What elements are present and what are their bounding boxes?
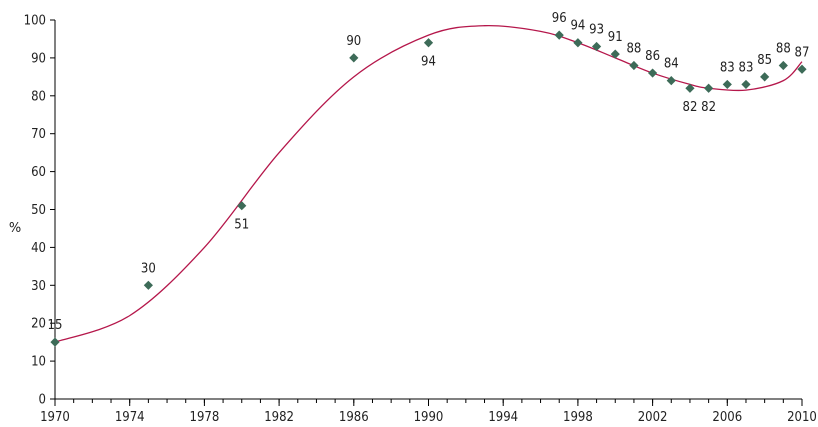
data-point — [685, 83, 695, 93]
y-tick-label: 0 — [39, 393, 46, 408]
data-label: 30 — [141, 261, 156, 276]
data-point — [143, 280, 153, 290]
data-point — [349, 53, 359, 63]
data-point — [573, 38, 583, 48]
y-tick-label: 10 — [31, 355, 46, 370]
x-tick-label: 1970 — [40, 410, 70, 425]
data-point — [704, 83, 714, 93]
data-label: 90 — [346, 34, 361, 49]
data-label: 88 — [776, 41, 791, 56]
data-label: 82 — [683, 100, 698, 115]
data-point — [722, 79, 732, 90]
data-label: 94 — [421, 55, 436, 70]
x-tick-label: 1994 — [488, 410, 518, 425]
data-label: 82 — [701, 100, 716, 115]
x-tick-label: 1974 — [115, 410, 145, 425]
x-tick-label: 1990 — [414, 410, 444, 425]
x-tick-label: 1978 — [190, 410, 220, 425]
data-label: 88 — [626, 41, 641, 56]
y-tick-label: 90 — [31, 51, 46, 66]
data-points — [50, 30, 807, 347]
data-point — [554, 30, 564, 40]
y-tick-label: 70 — [31, 127, 46, 142]
y-tick-label: 50 — [31, 203, 46, 218]
data-label: 51 — [234, 218, 249, 233]
x-tick-label: 2010 — [787, 410, 817, 425]
x-tick-label: 1982 — [264, 410, 294, 425]
y-ticks: 0 10 20 30 40 50 60 70 80 90 100 — [24, 14, 55, 408]
x-tick-label: 2002 — [638, 410, 668, 425]
data-label: 15 — [48, 318, 63, 333]
data-label: 87 — [795, 45, 810, 60]
y-tick-label: 100 — [24, 14, 46, 29]
y-tick-label: 80 — [31, 89, 46, 104]
data-point — [760, 72, 770, 82]
x-tick-label: 1986 — [339, 410, 369, 425]
data-label: 85 — [757, 53, 772, 68]
data-point — [778, 60, 788, 71]
data-point — [741, 79, 751, 90]
axes — [54, 20, 802, 400]
data-point — [610, 49, 620, 59]
data-label: 94 — [570, 19, 585, 34]
x-tick-label: 2006 — [712, 410, 742, 425]
data-label: 83 — [720, 60, 735, 75]
x-tick-label: 1998 — [563, 410, 593, 425]
y-tick-label: 60 — [31, 165, 46, 180]
data-point — [237, 201, 247, 211]
x-ticks: 1970 1974 1978 1982 1986 1990 1994 1998 2002 2006… — [40, 399, 817, 425]
data-point — [423, 38, 434, 48]
data-label: 96 — [552, 11, 567, 26]
y-tick-label: 40 — [31, 241, 46, 256]
y-axis-title: % — [9, 221, 21, 236]
y-tick-label: 20 — [31, 317, 46, 332]
data-point — [666, 76, 676, 86]
data-point — [629, 60, 639, 71]
data-point — [648, 68, 658, 78]
data-label: 83 — [739, 60, 754, 75]
data-point — [797, 64, 807, 74]
y-tick-label: 30 — [31, 279, 46, 294]
data-point — [591, 41, 602, 52]
data-label: 84 — [664, 57, 679, 72]
trend-line — [54, 24, 803, 343]
data-label: 93 — [589, 23, 604, 38]
data-label: 86 — [645, 49, 660, 64]
data-label: 91 — [608, 30, 623, 45]
data-point — [50, 337, 60, 347]
